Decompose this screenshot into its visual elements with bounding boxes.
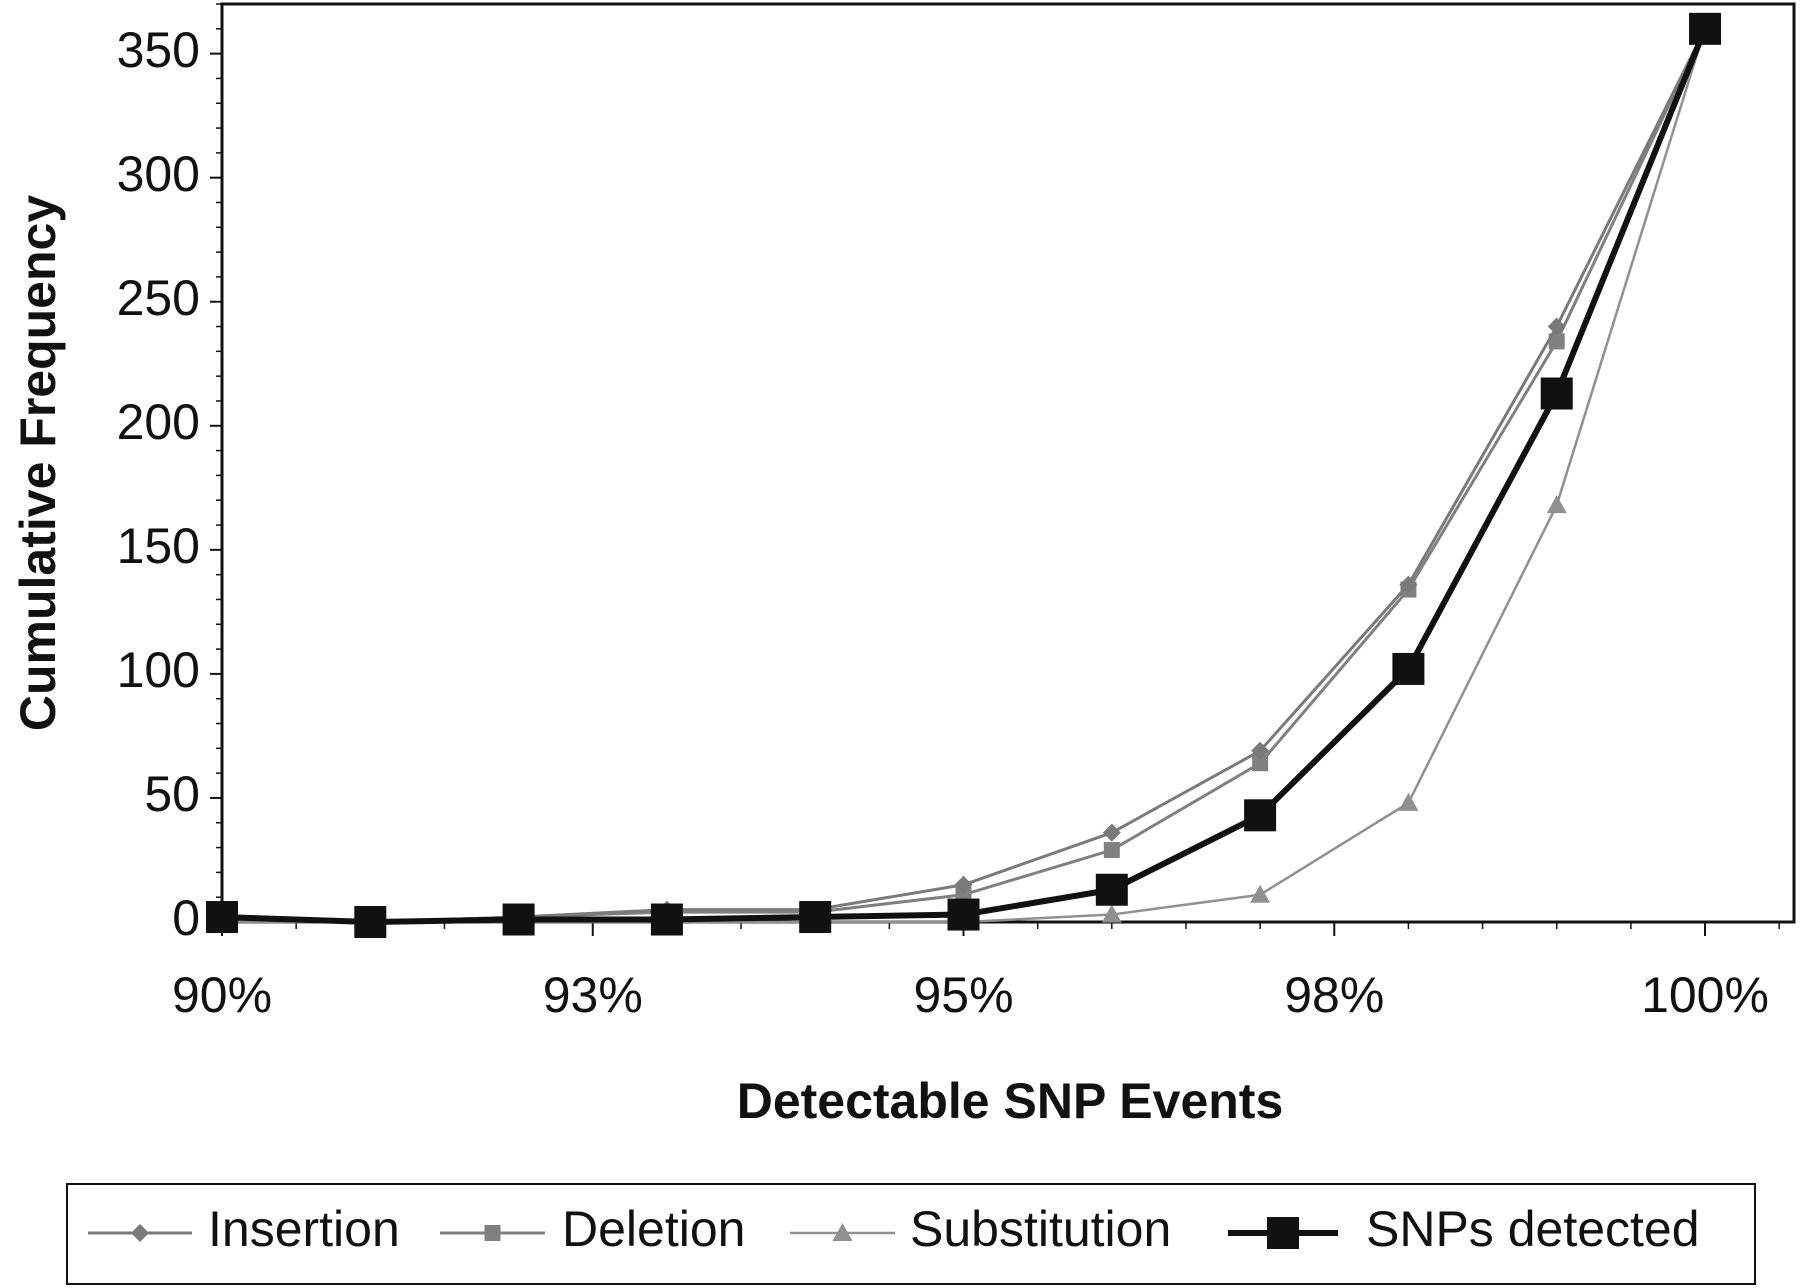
data-point: [1102, 823, 1121, 842]
y-tick-label: 200: [117, 394, 200, 450]
series-snps-detected: [206, 12, 1722, 938]
x-axis-title: Detectable SNP Events: [737, 1073, 1284, 1129]
data-point: [947, 898, 980, 931]
legend-marker: [131, 1224, 149, 1242]
legend-item: Substitution: [790, 1201, 1171, 1257]
y-tick-label: 0: [172, 890, 200, 946]
data-point: [1101, 904, 1122, 923]
data-point: [1244, 799, 1277, 832]
x-tick-label: 95%: [913, 967, 1013, 1023]
data-point: [1392, 652, 1425, 685]
legend-marker: [1267, 1217, 1299, 1249]
data-point: [954, 875, 973, 894]
y-axis-title: Cumulative Frequency: [10, 195, 66, 731]
legend-label: Insertion: [208, 1201, 400, 1257]
data-point: [502, 903, 535, 936]
data-point: [1548, 333, 1565, 350]
data-point: [799, 901, 832, 934]
y-tick-label: 50: [144, 766, 200, 822]
data-point: [1540, 377, 1573, 410]
y-tick-label: 300: [117, 146, 200, 202]
x-axis: 90% 93% 95% 98% 100%: [172, 922, 1780, 1023]
data-point: [354, 906, 387, 938]
plot-frame: [220, 2, 1796, 924]
y-tick-label: 250: [117, 270, 200, 326]
x-tick-label: 100%: [1641, 967, 1769, 1023]
data-point: [1251, 741, 1270, 760]
y-axis: 0 50 100 150 200 250 300 350: [117, 3, 222, 946]
x-tick-label: 93%: [543, 967, 643, 1023]
data-point: [1547, 317, 1566, 336]
legend-marker: [484, 1225, 501, 1241]
data-point: [1398, 792, 1419, 811]
legend-label: SNPs detected: [1366, 1201, 1700, 1257]
legend-item: Deletion: [440, 1201, 745, 1257]
x-tick-label: 90%: [172, 967, 272, 1023]
legend-marker: [832, 1223, 853, 1241]
data-point: [1399, 575, 1418, 594]
data-point: [1250, 884, 1271, 903]
data-point: [1252, 755, 1269, 772]
x-tick-label: 98%: [1284, 967, 1384, 1023]
y-tick-label: 350: [117, 22, 200, 78]
legend-item: SNPs detected: [1228, 1201, 1700, 1257]
data-point: [1546, 495, 1567, 514]
y-tick-label: 150: [117, 518, 200, 574]
data-point: [206, 901, 238, 934]
legend-items: Insertion Deletion Substitution SNPs detect…: [88, 1201, 1700, 1257]
data-point: [1689, 12, 1722, 45]
data-point: [1095, 873, 1128, 906]
y-tick-label: 100: [117, 642, 200, 698]
legend: Insertion Deletion Substitution SNPs detect…: [66, 1183, 1756, 1285]
series-layer: [206, 12, 1722, 938]
data-point: [1103, 842, 1120, 859]
legend-label: Substitution: [910, 1201, 1171, 1257]
legend-item: Insertion: [88, 1201, 400, 1257]
data-point: [650, 903, 683, 936]
legend-box: [66, 1183, 1756, 1285]
legend-label: Deletion: [562, 1201, 745, 1257]
